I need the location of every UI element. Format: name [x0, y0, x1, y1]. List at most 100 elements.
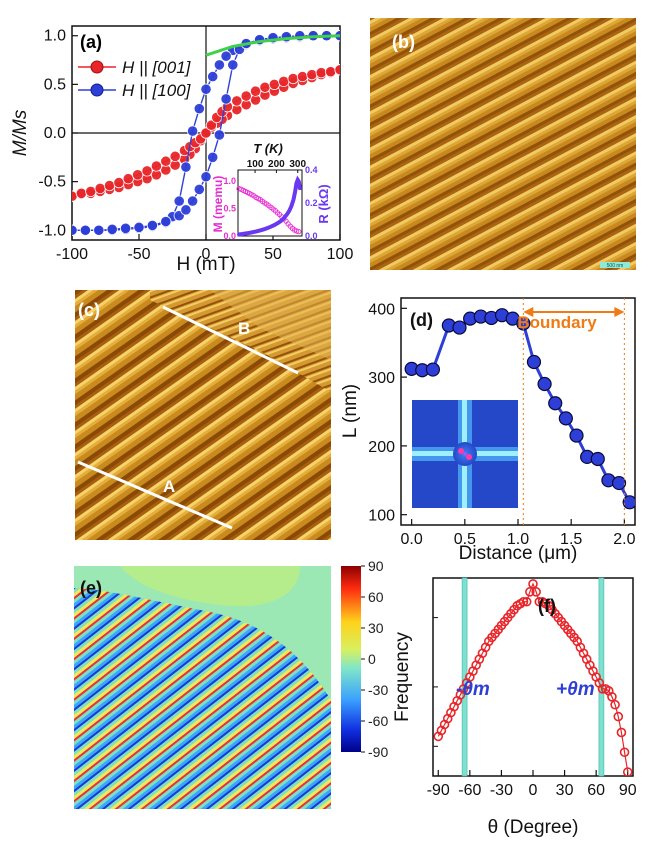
frequency-point — [613, 711, 624, 722]
panel-f-xtick-label: -60 — [458, 782, 481, 799]
panel-d-xtick-label: 1.5 — [560, 531, 582, 548]
L-point — [452, 320, 467, 335]
frequency-point — [534, 596, 545, 607]
series-001-up-point — [231, 95, 243, 107]
series-001-up-point — [72, 190, 78, 202]
panel-d-ytick-label: 100 — [368, 508, 395, 525]
L-point — [425, 362, 441, 377]
colorbar-ticks: 90 60 30 0 -30 -60 -90 — [361, 558, 388, 760]
series-100-up-point — [187, 195, 199, 207]
panel-f-label: (f) — [538, 596, 556, 616]
inset-xtick-label: 200 — [268, 159, 285, 170]
theta-m-bands — [461, 577, 605, 777]
series-100-up-point — [160, 215, 172, 228]
series-001-up-point — [325, 66, 337, 78]
series-001-up-point — [132, 169, 144, 181]
L-point — [569, 428, 584, 443]
legend-label-001: H || [001] — [122, 58, 192, 77]
frequency-point — [610, 699, 620, 710]
legend-marker-001 — [90, 60, 104, 74]
series-001-up-point — [278, 75, 290, 88]
panel-c-label: (c) — [78, 300, 100, 320]
inset-M-point — [294, 228, 300, 234]
fft-inset — [412, 400, 518, 508]
series-100-up-point — [133, 221, 145, 233]
series-100-down-point — [193, 103, 205, 115]
panel-a-inset: 100 200 300 0.0 0.5 1.0 0.0 0.2 0.4 T (K) M (mem… — [211, 141, 331, 241]
colorbar-tick-label: -30 — [368, 682, 388, 698]
inset-xtick-label: 100 — [247, 159, 264, 170]
series-001-up-point — [315, 67, 327, 79]
colorbar-tick-label: 0 — [368, 651, 376, 667]
colorbar-tick-label: -90 — [368, 744, 388, 760]
frequency-point — [616, 727, 627, 738]
panel-f-ylabel: Frequency — [392, 632, 413, 722]
panel-f: -90 -60 -30 0 30 60 90 -θm +θm (f) θ (Degree) … — [392, 577, 637, 838]
panel-d-xtick-label: 0.5 — [454, 531, 476, 548]
frequency-point — [607, 691, 617, 702]
series-100-up-point — [200, 171, 212, 183]
panel-d-ticks: 0.0 0.5 1.0 1.5 2.0 100 200 300 400 — [368, 301, 635, 548]
panel-d-ylabel: L (nm) — [340, 384, 361, 438]
panel-e-label: (e) — [80, 578, 102, 598]
theta-m-minus-band — [461, 577, 468, 777]
boundary-arrow-left-head — [523, 307, 534, 317]
frequency-line — [437, 582, 629, 773]
series-100-down-point — [207, 70, 219, 83]
afm-image-b — [370, 18, 636, 270]
L-point — [611, 475, 627, 491]
panel-f-xtick-label: 90 — [619, 782, 637, 799]
series-001-up-point — [240, 90, 252, 102]
boundary-arrow-right-head — [614, 307, 625, 317]
inset-left-ytick-label: 0.5 — [223, 204, 236, 214]
panel-a-xtick-label: 0 — [202, 246, 211, 263]
inset-left-ylabel: M (memu) — [211, 176, 225, 233]
L-point — [548, 396, 563, 411]
panel-f-xlabel: θ (Degree) — [488, 817, 579, 838]
frequency-point — [531, 587, 541, 597]
series-100-up-point — [180, 204, 192, 216]
series-001-up-point — [150, 160, 163, 172]
series-001-up-point — [306, 69, 318, 81]
legend-label-100: H || [100] — [122, 81, 192, 100]
series-100-up-point — [120, 222, 132, 234]
inset-R-curve — [237, 175, 302, 237]
panel-a-xlabel: H (mT) — [176, 254, 235, 275]
panel-a-ylabel: M/Ms — [10, 109, 31, 156]
series-001-up-point — [334, 64, 340, 76]
legend-marker-100 — [90, 83, 104, 97]
fft-peak-1 — [458, 448, 464, 454]
series-100-up-point — [227, 59, 239, 71]
series-100-up-point — [93, 224, 105, 236]
theta-minus-label: -θm — [456, 679, 490, 700]
inset-right-ylabel: R (kΩ) — [316, 184, 331, 223]
series-100-down-point — [173, 195, 185, 207]
frequency-point — [528, 579, 538, 589]
panel-f-xtick-label: 0 — [529, 782, 538, 799]
line-b — [162, 305, 299, 375]
inset-right-ytick-label: 0.0 — [305, 231, 318, 241]
series-001-up-point — [169, 150, 181, 162]
panel-d-xtick-label: 1.0 — [507, 531, 529, 548]
theta-plus-label: +θm — [556, 679, 595, 700]
series-100-up-point — [106, 223, 118, 235]
panel-c: B A (c) — [75, 290, 331, 540]
series-001-up-point — [287, 72, 299, 85]
panel-d-ytick-label: 300 — [368, 370, 395, 387]
series-100-up-point — [146, 219, 158, 232]
panel-a-ytick-label: 0.5 — [44, 76, 66, 93]
inset-ticks: 100 200 300 0.0 0.5 1.0 0.0 0.2 0.4 — [223, 159, 317, 241]
panel-d-ytick-label: 200 — [368, 439, 395, 456]
afm-image-c-bright-region — [210, 290, 331, 360]
fft-peak-2 — [466, 454, 472, 460]
colorbar-tick-label: -60 — [368, 713, 388, 729]
panel-a-xtick-label: -50 — [127, 246, 150, 263]
series-100-up-point — [193, 183, 205, 196]
frequency-point — [525, 587, 535, 597]
scale-bar-b — [600, 262, 630, 268]
inset-left-ytick-label: 1.0 — [223, 176, 236, 186]
inset-right-ytick-label: 0.4 — [305, 165, 318, 175]
series-100-down-point — [200, 83, 212, 95]
L-point — [590, 451, 605, 467]
line-a-label: A — [163, 477, 175, 496]
